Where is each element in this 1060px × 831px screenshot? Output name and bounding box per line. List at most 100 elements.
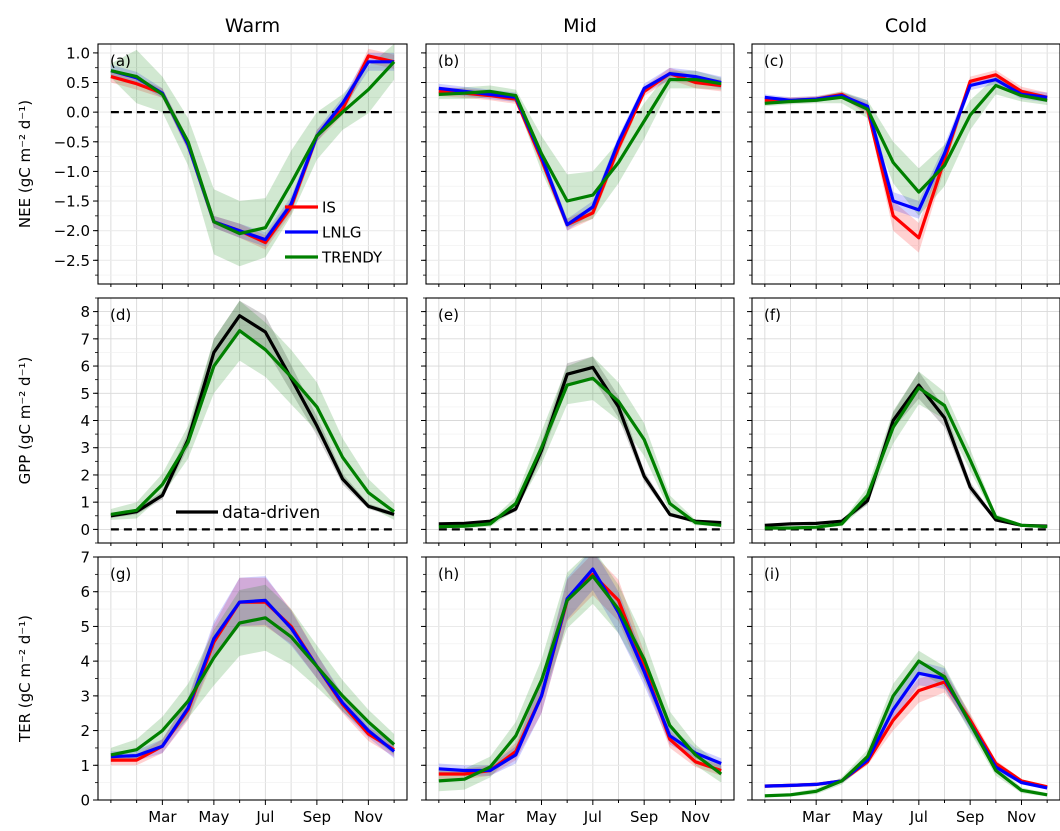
series-line-trendy [110, 329, 396, 516]
panel-label: (f) [764, 306, 781, 324]
x-tick-label-jul: Jul [909, 808, 928, 826]
y-tick-label: 7 [80, 330, 90, 348]
y-tick-label: 4 [80, 653, 90, 671]
panel-g: 0 1 2 3 4 5 6 7 Mar May Jul Sep Nov (g) [80, 549, 408, 826]
y-tick-label: −1.0 [54, 163, 90, 181]
y-tick-label: −1.5 [54, 193, 90, 211]
series-line-lnlg [438, 71, 722, 227]
band-lnlg [110, 52, 395, 247]
band-lnlg [764, 661, 1048, 790]
y-tick-label: 0.5 [66, 74, 90, 92]
panel-label: (g) [110, 565, 131, 583]
y-tick-label: 5 [80, 618, 90, 636]
y-tick-label: 3 [80, 687, 90, 705]
y-tick-label: 2 [80, 722, 90, 740]
y-tick-label: 6 [80, 358, 90, 376]
ylabel-row-3: TER (gC m⁻² d⁻¹) [16, 615, 34, 743]
y-tick-label: 8 [80, 303, 90, 321]
band-trendy [110, 300, 395, 520]
y-tick-label: 1 [80, 757, 90, 775]
band-is [438, 67, 722, 231]
panel-e: (e) [421, 297, 735, 548]
panel-label: (b) [438, 52, 459, 70]
band-trendy [438, 557, 722, 792]
series-line-data-driven [110, 314, 395, 518]
y-tick-label: −2.0 [54, 222, 90, 240]
x-tick-label-nov: Nov [681, 808, 710, 826]
band-trendy [764, 371, 1048, 529]
series-line-trendy [438, 376, 722, 529]
axes-frame [425, 43, 735, 285]
panel-label: (e) [438, 306, 459, 324]
column-title-cold: Cold [885, 15, 927, 37]
legend-nee: IS LNLG TRENDY [285, 199, 383, 267]
legend-label-data-driven: data-driven [222, 503, 320, 523]
panel-a: −2.5 −2.0 −1.5 −1.0 −0.5 0.0 0.5 1.0 (a) IS LNLG TR… [54, 43, 408, 289]
y-tick-label: 5 [80, 385, 90, 403]
x-tick-label-nov: Nov [354, 808, 383, 826]
panel-i: Mar May Jul Sep Nov (i) [747, 556, 1060, 826]
y-tick-label: 4 [80, 412, 90, 430]
y-tick-label: −0.5 [54, 133, 90, 151]
ylabel-row-2: GPP (gC m⁻² d⁻¹) [16, 357, 34, 485]
x-tick-label-mar: Mar [476, 808, 505, 826]
series-line-trendy [764, 386, 1048, 530]
legend-gpp: data-driven [176, 503, 320, 523]
legend-label-is: IS [322, 199, 336, 217]
y-tick-label: 0 [80, 792, 90, 810]
axes-frame [97, 43, 408, 285]
panel-label: (d) [110, 306, 131, 324]
series-line-trendy [110, 60, 396, 236]
series-line-lnlg [110, 598, 396, 759]
y-tick-label: 3 [80, 439, 90, 457]
axes-frame [751, 43, 1060, 285]
y-tick-label: 0 [80, 521, 90, 539]
series-line-data-driven [764, 383, 1048, 528]
band-is [438, 557, 722, 780]
panel-label: (a) [110, 52, 131, 70]
ylabel-row-1: NEE (gC m⁻² d⁻¹) [16, 100, 34, 228]
series-line-trendy [764, 659, 1048, 798]
series-line-trendy [438, 574, 723, 783]
column-title-mid: Mid [563, 15, 597, 37]
panel-d: 0 1 2 3 4 5 6 7 8 (d) data-driven [80, 297, 408, 548]
x-tick-label-may: May [852, 808, 883, 826]
x-tick-label-sep: Sep [956, 808, 984, 826]
x-tick-label-may: May [526, 808, 557, 826]
y-tick-label: 1 [80, 494, 90, 512]
x-tick-label-jul: Jul [255, 808, 274, 826]
x-tick-label-may: May [198, 808, 229, 826]
panel-f: (f) [747, 297, 1060, 548]
legend-label-trendy: TRENDY [321, 249, 383, 267]
series-line-data-driven [438, 365, 722, 526]
series-line-lnlg [764, 671, 1048, 790]
y-tick-label: 7 [80, 549, 90, 567]
panel-h: Mar May Jul Sep Nov (h) [421, 556, 735, 826]
panel-c: (c) [747, 43, 1060, 289]
x-tick-label-jul: Jul [583, 808, 602, 826]
panel-label: (i) [764, 565, 780, 583]
panel-b: (b) [421, 43, 735, 289]
column-title-warm: Warm [225, 15, 280, 37]
x-tick-label-nov: Nov [1007, 808, 1036, 826]
panel-label: (h) [438, 565, 459, 583]
y-tick-label: 6 [80, 583, 90, 601]
x-tick-label-sep: Sep [630, 808, 658, 826]
y-tick-label: −2.5 [54, 252, 90, 270]
band-trendy [438, 356, 722, 529]
band-trendy [110, 584, 395, 762]
y-tick-label: 1.0 [66, 44, 90, 62]
x-tick-label-mar: Mar [802, 808, 831, 826]
x-tick-label-sep: Sep [303, 808, 331, 826]
band-is [764, 671, 1048, 789]
series-line-trendy [764, 83, 1048, 194]
legend-label-lnlg: LNLG [322, 224, 362, 242]
y-tick-label: 0.0 [66, 104, 90, 122]
series-line-trendy [110, 616, 396, 757]
x-tick-label-mar: Mar [148, 808, 177, 826]
panel-label: (c) [764, 52, 784, 70]
y-tick-label: 2 [80, 466, 90, 484]
band-trendy [110, 44, 395, 267]
series-line-trendy [438, 77, 722, 203]
